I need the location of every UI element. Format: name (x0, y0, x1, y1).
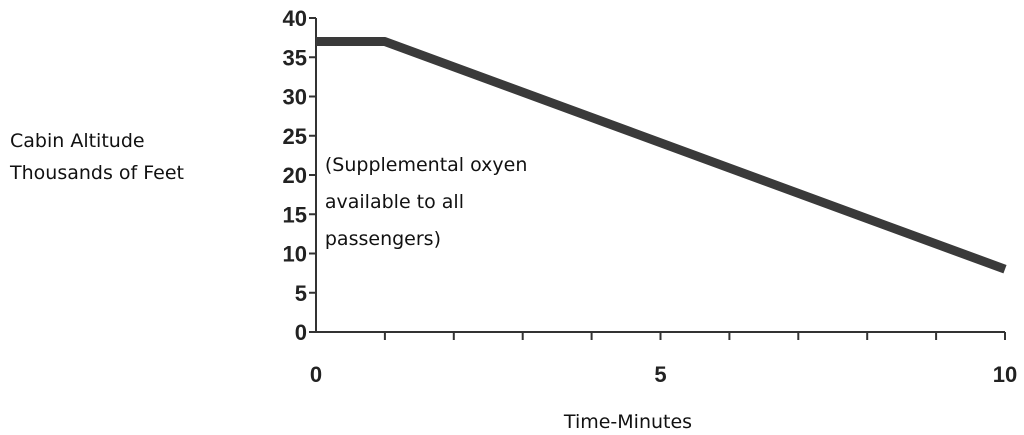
y-tick-label: 5 (295, 281, 307, 306)
y-tick-label: 0 (295, 320, 307, 345)
chart-labels: Cabin Altitude Thousands of Feet Time-Minu… (9, 130, 692, 433)
y-axis-label-line: Thousands of Feet (9, 162, 184, 184)
y-tick-label: 15 (283, 202, 307, 227)
x-tick-label: 10 (993, 362, 1017, 387)
chart-annotation-line: (Supplemental oxyen (325, 154, 528, 176)
y-axis-label-line: Cabin Altitude (10, 130, 145, 152)
x-axis-label: Time-Minutes (563, 411, 692, 433)
chart-marks (316, 37, 1007, 274)
y-tick-label: 30 (283, 85, 307, 110)
x-tick-label: 5 (654, 362, 666, 387)
chart-annotation-line: available to all (325, 191, 464, 213)
y-tick-label: 10 (283, 242, 307, 267)
y-tick-label: 35 (283, 45, 307, 70)
chart-ticks: 0 5 10 15 20 25 30 35 40 0 5 10 (283, 6, 1018, 387)
x-tick-label: 0 (310, 362, 322, 387)
altitude-series-line (316, 37, 1007, 274)
chart-annotation-line: passengers) (325, 228, 441, 250)
y-tick-label: 25 (283, 124, 307, 149)
y-tick-label: 20 (283, 163, 307, 188)
y-tick-label: 40 (283, 6, 307, 31)
